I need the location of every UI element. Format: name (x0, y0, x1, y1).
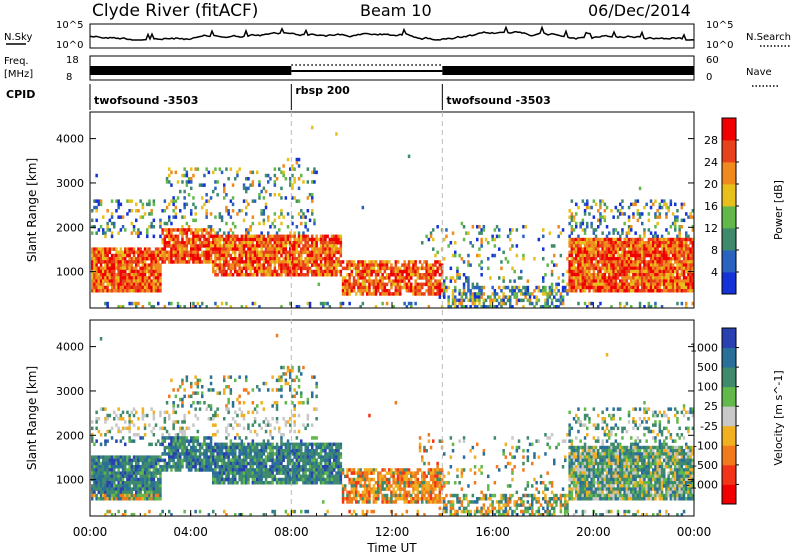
x-tick-label: 16:00 (475, 525, 510, 539)
cpid-segment-label: twofsound -3503 (446, 94, 550, 107)
y-tick-label: 2000 (56, 221, 84, 234)
nsky-label: N.Sky (4, 32, 32, 43)
nsky-tick-bottom: 10^0 (56, 40, 83, 51)
colorbar-swatch (722, 425, 736, 446)
cpid-segment-label: twofsound -3503 (94, 94, 198, 107)
nsky-tick-top: 10^5 (56, 20, 83, 31)
nave-tick-bottom: 0 (706, 72, 712, 83)
power-ylabel: Slant Range [km] (25, 158, 39, 262)
power-colorbar-tick: 4 (711, 266, 718, 279)
colorbar-swatch (722, 272, 736, 295)
colorbar-swatch (722, 484, 736, 505)
beam-title: Beam 10 (360, 1, 432, 20)
velocity-y-ticks: 1000 2000 3000 4000 (56, 341, 694, 487)
velocity-colorbar-label: Velocity [m s^-1] (772, 370, 785, 465)
freq-unit: [MHz] (4, 69, 33, 80)
y-tick-label: 3000 (56, 385, 84, 398)
colorbar-swatch (722, 347, 736, 368)
power-panel: 1000 2000 3000 4000 Slant Range [km] (25, 111, 695, 309)
y-tick-label: 4000 (56, 133, 84, 146)
colorbar-swatch (722, 206, 736, 229)
y-tick-label: 3000 (56, 177, 84, 190)
nave-label: Nave (746, 67, 772, 78)
nsearch-tick-top: 10^5 (706, 20, 733, 31)
x-tick-label: 04:00 (173, 525, 208, 539)
freq-tick-bottom: 8 (66, 72, 72, 83)
cpid-segment-label: rbsp 200 (295, 84, 350, 97)
freq-band-segment-1 (90, 66, 292, 75)
y-tick-label: 2000 (56, 429, 84, 442)
colorbar-swatch (722, 464, 736, 485)
colorbar-swatch (722, 118, 736, 141)
velocity-colorbar-tick: 100 (697, 381, 718, 394)
freq-tick-top: 18 (66, 55, 79, 66)
velocity-colorbar-tick: -100 (693, 439, 718, 452)
freq-label: Freq. (4, 56, 29, 67)
velocity-heatmap-cells (91, 333, 695, 517)
y-tick-label: 1000 (56, 474, 84, 487)
velocity-colorbar-tick: -25 (700, 420, 718, 433)
freq-band-segment-3 (442, 66, 694, 75)
power-colorbar-tick: 28 (704, 134, 718, 147)
colorbar-swatch (722, 328, 736, 348)
power-colorbar-label: Power [dB] (772, 180, 785, 240)
power-colorbar-tick: 24 (704, 156, 718, 169)
nave-tick-top: 60 (706, 55, 719, 66)
colorbar-swatch (722, 367, 736, 388)
nsearch-tick-bottom: 10^0 (706, 40, 733, 51)
time-axis-ticks: 00:00 04:00 08:00 12:00 16:00 20:00 00:00 (73, 302, 712, 539)
colorbar-swatch (722, 406, 736, 427)
colorbar-swatch (722, 162, 736, 185)
y-tick-label: 4000 (56, 341, 84, 354)
cpid-label: CPID (6, 88, 35, 101)
power-colorbar-tick: 20 (704, 178, 718, 191)
velocity-colorbar-tick: -1000 (686, 478, 718, 491)
power-heatmap-cells (91, 125, 695, 309)
velocity-panel: 1000 2000 3000 4000 Slant Range [km] (25, 319, 695, 517)
station-title: Clyde River (fitACF) (92, 1, 258, 21)
power-colorbar-tick: 8 (711, 244, 718, 257)
colorbar-swatch (722, 250, 736, 273)
velocity-ylabel: Slant Range [km] (25, 366, 39, 470)
x-tick-label: 20:00 (576, 525, 611, 539)
velocity-colorbar-tick: 500 (697, 361, 718, 374)
y-tick-label: 1000 (56, 266, 84, 279)
x-tick-label: 00:00 (677, 525, 712, 539)
x-tick-label: 12:00 (375, 525, 410, 539)
velocity-colorbar: 1000 500 100 25 -25 -100 -500 -1000 (686, 327, 739, 505)
colorbar-swatch (722, 445, 736, 466)
velocity-colorbar-tick: 1000 (690, 342, 718, 355)
power-y-ticks: 1000 2000 3000 4000 (56, 133, 694, 279)
x-tick-label: 00:00 (73, 525, 108, 539)
x-tick-label: 08:00 (274, 525, 309, 539)
velocity-colorbar-tick: -500 (693, 459, 718, 472)
nsky-trace (89, 25, 695, 41)
date-title: 06/Dec/2014 (588, 1, 691, 20)
power-colorbar: 4 8 12 16 20 24 28 (704, 117, 739, 295)
freq-band-segment-2 (291, 70, 443, 72)
velocity-colorbar-tick: 25 (704, 400, 718, 413)
colorbar-swatch (722, 386, 736, 407)
nsearch-label: N.Search (746, 32, 791, 43)
power-colorbar-tick: 16 (704, 200, 718, 213)
colorbar-swatch (722, 140, 736, 163)
colorbar-swatch (722, 228, 736, 251)
power-colorbar-tick: 12 (704, 222, 718, 235)
time-axis-label: Time UT (366, 541, 417, 554)
colorbar-swatch (722, 184, 736, 207)
nsky-strip-frame (89, 23, 695, 49)
